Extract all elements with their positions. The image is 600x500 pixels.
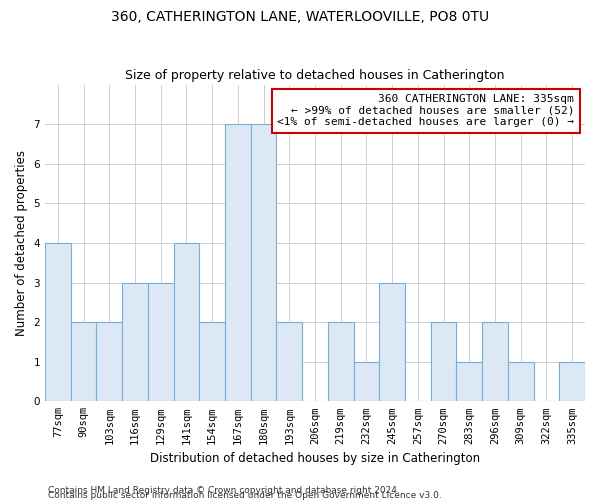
Bar bbox=[122, 282, 148, 402]
Bar bbox=[379, 282, 405, 402]
Bar bbox=[353, 362, 379, 402]
Text: 360, CATHERINGTON LANE, WATERLOOVILLE, PO8 0TU: 360, CATHERINGTON LANE, WATERLOOVILLE, P… bbox=[111, 10, 489, 24]
Bar bbox=[148, 282, 173, 402]
Bar bbox=[97, 322, 122, 402]
Bar bbox=[328, 322, 353, 402]
Bar bbox=[482, 322, 508, 402]
Bar bbox=[173, 243, 199, 402]
Bar bbox=[251, 124, 277, 402]
Bar bbox=[45, 243, 71, 402]
Bar bbox=[431, 322, 457, 402]
Title: Size of property relative to detached houses in Catherington: Size of property relative to detached ho… bbox=[125, 69, 505, 82]
Bar bbox=[225, 124, 251, 402]
Bar bbox=[71, 322, 97, 402]
Text: Contains HM Land Registry data © Crown copyright and database right 2024.: Contains HM Land Registry data © Crown c… bbox=[48, 486, 400, 495]
Bar bbox=[559, 362, 585, 402]
X-axis label: Distribution of detached houses by size in Catherington: Distribution of detached houses by size … bbox=[150, 452, 480, 465]
Text: Contains public sector information licensed under the Open Government Licence v3: Contains public sector information licen… bbox=[48, 491, 442, 500]
Bar bbox=[457, 362, 482, 402]
Bar bbox=[277, 322, 302, 402]
Bar bbox=[199, 322, 225, 402]
Text: 360 CATHERINGTON LANE: 335sqm
← >99% of detached houses are smaller (52)
<1% of : 360 CATHERINGTON LANE: 335sqm ← >99% of … bbox=[277, 94, 574, 128]
Bar bbox=[508, 362, 533, 402]
Y-axis label: Number of detached properties: Number of detached properties bbox=[15, 150, 28, 336]
